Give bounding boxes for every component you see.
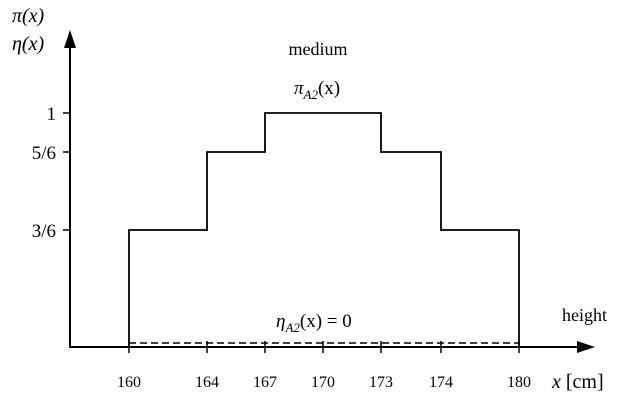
x-tick-label: 167 xyxy=(253,374,277,391)
eta-series-label-main: η xyxy=(276,311,285,332)
x-tick-label: 164 xyxy=(195,374,219,391)
pi-series-label-main: π xyxy=(294,78,304,99)
eta-series-label-tail: (x) = 0 xyxy=(300,311,352,332)
y-axis-arrow xyxy=(64,30,76,48)
x-tick-label: 173 xyxy=(369,374,393,391)
y-tick-label: 3/6 xyxy=(32,221,56,242)
pi-series-label-tail: (x) xyxy=(318,78,340,99)
x-tick-label: 174 xyxy=(429,374,453,391)
eta-series-label-sub: A2 xyxy=(284,320,300,335)
x-axis-arrow xyxy=(577,341,595,353)
y-tick-label: 5/6 xyxy=(32,143,56,164)
x-axis-word: height xyxy=(562,305,607,325)
x-tick-label: 160 xyxy=(117,374,141,391)
x-tick-label: 170 xyxy=(311,374,335,391)
pi-series-label-sub: A2 xyxy=(303,87,319,102)
y-axis-label-eta: η(x) xyxy=(12,33,44,55)
pi-series-label: πA2(x) xyxy=(294,78,340,102)
chart-title: medium xyxy=(289,39,348,59)
x-axis-unit: [cm] xyxy=(561,371,604,393)
y-tick-label: 1 xyxy=(47,104,57,125)
y-axis-label-pi: π(x) xyxy=(12,5,45,27)
x-axis-label-text: x [cm] xyxy=(551,371,604,393)
pi-series-line xyxy=(128,112,520,347)
x-axis-variable: x xyxy=(551,371,561,393)
chart-marks: 1 5/6 3/6 160 164 167 170 173 174 180 xyxy=(32,104,531,391)
x-tick-label: 180 xyxy=(507,374,531,391)
x-axis-label: x [cm] xyxy=(551,371,604,393)
eta-series-label: ηA2(x) = 0 xyxy=(276,311,352,335)
